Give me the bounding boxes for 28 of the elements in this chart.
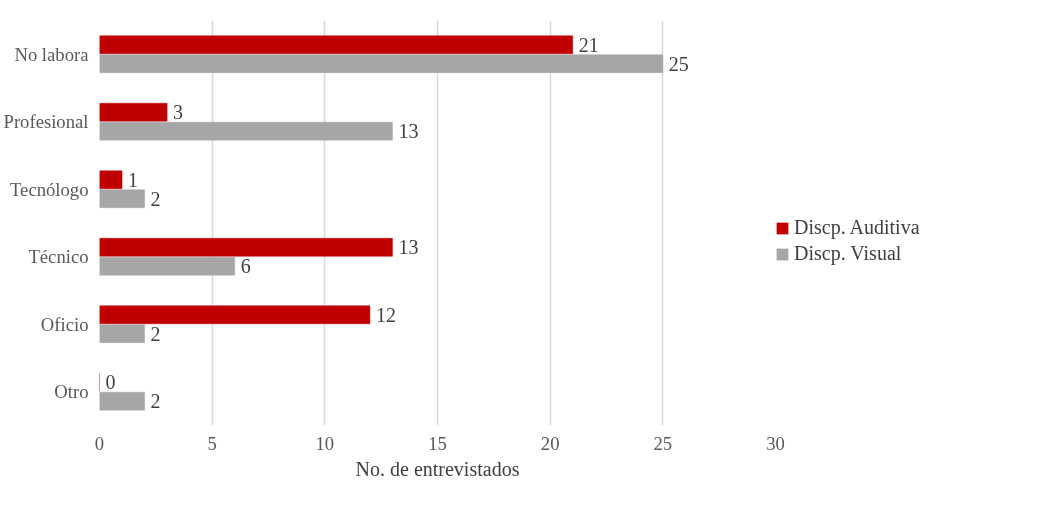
data-label: 1 [128,168,139,191]
data-label: 2 [150,322,161,345]
data-label: 21 [578,33,599,56]
legend-label: Discp. Auditiva [794,216,920,239]
y-tick-label: Técnico [28,246,89,268]
data-label: 2 [150,390,161,413]
x-tick-label: 0 [94,432,105,454]
data-label: 12 [375,303,396,326]
data-label: 13 [398,236,419,259]
y-tick-label: Profesional [3,111,89,133]
data-label: 3 [173,101,184,124]
x-axis-title: No. de entrevistados [355,457,520,480]
y-tick-label: No labora [14,43,90,65]
data-label: 2 [150,187,161,210]
x-tick-label: 10 [315,432,335,454]
legend-label: Discp. Visual [794,242,902,265]
data-label: 0 [105,371,116,394]
x-tick-label: 30 [766,432,785,454]
y-tick-label: Oficio [40,313,89,335]
data-label: 25 [668,52,689,75]
y-tick-label: Otro [54,381,89,403]
x-tick-label: 25 [653,432,673,454]
x-tick-label: 5 [207,432,217,454]
x-tick-label: 20 [540,432,560,454]
y-tick-label: Tecnólogo [10,178,89,200]
data-label: 6 [240,255,251,278]
x-tick-label: 15 [428,432,447,454]
data-label: 13 [398,120,419,143]
